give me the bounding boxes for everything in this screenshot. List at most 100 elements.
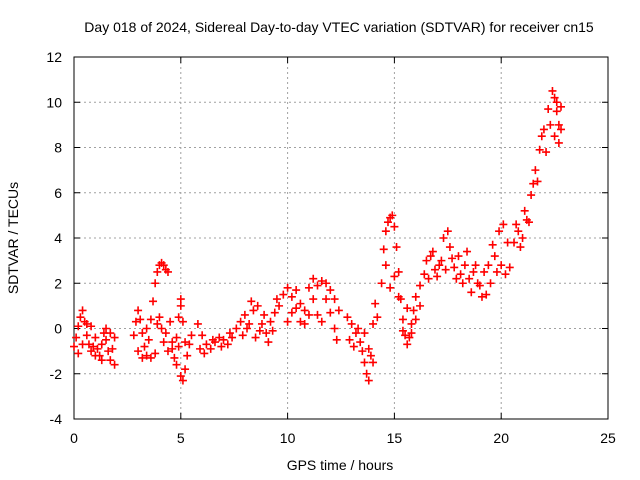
data-point — [185, 340, 194, 349]
data-point — [356, 338, 365, 347]
data-point — [102, 324, 111, 333]
y-tick-label: 10 — [46, 94, 62, 110]
data-point — [97, 356, 106, 365]
data-point — [219, 335, 228, 344]
data-point — [249, 306, 258, 315]
data-point — [76, 313, 85, 322]
data-point — [272, 295, 281, 304]
data-point — [482, 290, 491, 299]
data-point — [383, 218, 392, 227]
data-point — [270, 308, 279, 317]
data-point — [208, 335, 217, 344]
y-tick-label: 4 — [54, 230, 62, 246]
data-point — [326, 308, 335, 317]
data-point — [166, 317, 175, 326]
data-point — [388, 211, 397, 220]
data-point — [448, 254, 457, 263]
grid-lines — [74, 57, 608, 419]
data-point — [159, 338, 168, 347]
data-point — [364, 376, 373, 385]
data-point — [163, 267, 172, 276]
data-point — [144, 335, 153, 344]
data-point — [531, 166, 540, 175]
data-point — [266, 317, 275, 326]
axis-ticks — [73, 56, 609, 420]
data-point — [492, 267, 501, 276]
data-point — [552, 98, 561, 107]
data-point — [463, 247, 472, 256]
data-point — [373, 313, 382, 322]
data-point — [104, 347, 113, 356]
data-point — [420, 270, 429, 279]
data-point — [394, 267, 403, 276]
data-point — [401, 331, 410, 340]
data-point — [469, 267, 478, 276]
data-point — [287, 308, 296, 317]
data-point — [82, 331, 91, 340]
data-point — [499, 220, 508, 229]
data-point — [174, 313, 183, 322]
data-point — [74, 349, 83, 358]
data-point — [403, 340, 412, 349]
data-point — [332, 335, 341, 344]
data-point — [181, 338, 190, 347]
data-point — [157, 324, 166, 333]
data-point — [347, 319, 356, 328]
data-point — [475, 281, 484, 290]
data-point — [490, 252, 499, 261]
data-point — [110, 360, 119, 369]
x-tick-label: 25 — [600, 430, 616, 446]
data-point — [275, 301, 284, 310]
data-point — [426, 252, 435, 261]
data-point — [409, 306, 418, 315]
data-point — [471, 261, 480, 270]
data-point — [131, 317, 140, 326]
data-point — [354, 324, 363, 333]
data-point — [407, 319, 416, 328]
data-point — [172, 333, 181, 342]
data-point — [381, 227, 390, 236]
data-point — [215, 333, 224, 342]
data-point — [283, 317, 292, 326]
data-point — [518, 234, 527, 242]
data-point — [279, 290, 288, 299]
data-point — [362, 369, 371, 378]
data-point — [223, 340, 232, 349]
data-point — [369, 319, 378, 328]
data-point — [424, 274, 433, 283]
data-point — [403, 304, 412, 313]
x-tick-label: 20 — [493, 430, 509, 446]
x-tick-label: 5 — [177, 430, 185, 446]
data-point — [82, 319, 91, 328]
data-point — [151, 349, 160, 358]
data-point — [330, 295, 339, 304]
data-point — [193, 319, 202, 328]
data-point — [187, 331, 196, 340]
data-point — [253, 301, 262, 310]
data-point — [296, 299, 305, 308]
data-point — [72, 333, 81, 342]
data-point — [326, 286, 335, 295]
data-point — [450, 263, 459, 272]
data-point — [292, 286, 301, 295]
data-point — [172, 360, 181, 369]
data-point — [322, 295, 331, 304]
data-point — [151, 279, 160, 288]
data-point — [460, 261, 469, 270]
data-point — [309, 295, 318, 304]
data-point — [300, 306, 309, 315]
data-point — [411, 315, 420, 324]
data-point — [168, 338, 177, 347]
data-point — [422, 256, 431, 265]
data-point — [467, 288, 476, 297]
data-point — [433, 272, 442, 281]
data-point — [550, 93, 559, 102]
data-point — [161, 329, 170, 338]
data-point — [480, 267, 489, 276]
data-point — [183, 351, 192, 360]
data-point — [548, 86, 557, 95]
data-point — [510, 238, 519, 247]
data-point — [369, 358, 378, 367]
y-tick-label: 6 — [54, 185, 62, 201]
data-point — [170, 353, 179, 362]
